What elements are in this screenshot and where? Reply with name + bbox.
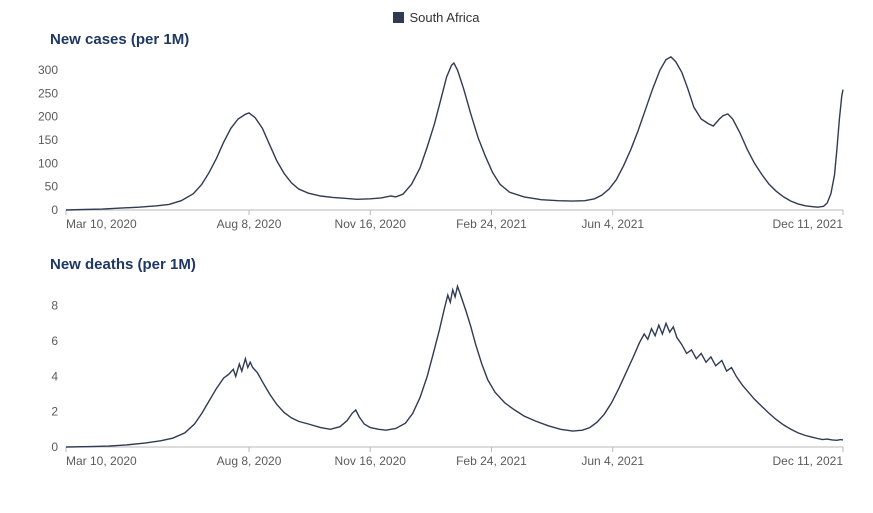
legend-label: South Africa bbox=[409, 10, 479, 25]
x-tick-label: Mar 10, 2020 bbox=[66, 454, 137, 468]
chart-deaths: New deaths (per 1M) 0 2 4 6 8 Mar 10, 2020 Aug … bbox=[20, 256, 853, 475]
y-tick-label: 50 bbox=[45, 180, 59, 194]
y-tick-label: 300 bbox=[38, 63, 58, 77]
x-tick-label: Nov 16, 2020 bbox=[335, 217, 407, 231]
series-line-south-africa bbox=[66, 57, 843, 210]
y-tick-label: 100 bbox=[38, 156, 58, 170]
x-tick-label: Jun 4, 2021 bbox=[581, 217, 644, 231]
x-tick-label: Nov 16, 2020 bbox=[335, 454, 407, 468]
y-tick-label: 6 bbox=[51, 334, 58, 348]
legend-swatch bbox=[393, 12, 404, 23]
y-tick-label: 2 bbox=[51, 405, 58, 419]
x-tick-label: Jun 4, 2021 bbox=[581, 454, 644, 468]
chart-title: New deaths (per 1M) bbox=[50, 256, 853, 273]
x-tick-label: Aug 8, 2020 bbox=[217, 217, 282, 231]
chart-cases: New cases (per 1M) 0 50 100 150 200 250 300 Mar … bbox=[20, 31, 853, 238]
chart-title: New cases (per 1M) bbox=[50, 31, 853, 48]
y-tick-label: 150 bbox=[38, 133, 58, 147]
y-tick-label: 4 bbox=[51, 369, 58, 383]
chart-svg: 0 2 4 6 8 Mar 10, 2020 Aug 8, 2020 Nov 16, 2020… bbox=[20, 275, 853, 475]
legend: South Africa bbox=[20, 10, 853, 25]
y-tick-label: 8 bbox=[51, 299, 58, 313]
y-tick-label: 0 bbox=[51, 203, 58, 217]
x-tick-label: Feb 24, 2021 bbox=[456, 217, 527, 231]
y-tick-label: 0 bbox=[51, 440, 58, 454]
y-tick-label: 200 bbox=[38, 110, 58, 124]
chart-svg: 0 50 100 150 200 250 300 Mar 10, 2020 Aug 8, 202… bbox=[20, 50, 853, 238]
x-tick-label: Aug 8, 2020 bbox=[217, 454, 282, 468]
x-tick-label: Dec 11, 2021 bbox=[773, 454, 844, 468]
x-tick-label: Mar 10, 2020 bbox=[66, 217, 137, 231]
x-tick-label: Feb 24, 2021 bbox=[456, 454, 527, 468]
y-tick-label: 250 bbox=[38, 86, 58, 100]
series-line-south-africa bbox=[66, 286, 843, 447]
x-tick-label: Dec 11, 2021 bbox=[773, 217, 844, 231]
